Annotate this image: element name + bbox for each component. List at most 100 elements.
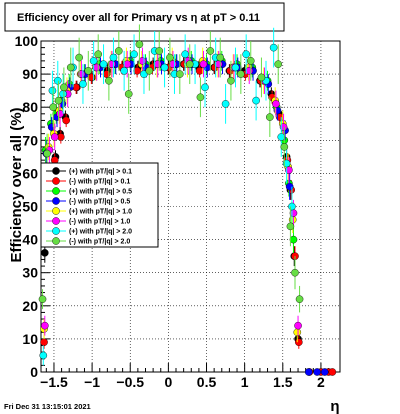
- chart-title: Efficiency over all for Primary vs η at …: [17, 12, 260, 24]
- data-point: [66, 63, 75, 72]
- data-point: [109, 53, 118, 62]
- data-point: [169, 60, 177, 68]
- data-point: [289, 235, 298, 244]
- y-tick-label: 80: [22, 99, 38, 115]
- data-point: [231, 63, 240, 72]
- data-point: [92, 63, 101, 72]
- data-point: [185, 60, 194, 68]
- data-point: [199, 60, 208, 68]
- data-point: [328, 368, 337, 376]
- x-tick-label: −1: [84, 374, 100, 390]
- data-point: [123, 60, 131, 68]
- data-point: [201, 83, 209, 92]
- data-point: [176, 70, 184, 78]
- data-point: [160, 63, 169, 72]
- x-tick-label: −0.5: [116, 374, 144, 390]
- data-point: [272, 100, 280, 108]
- data-point: [138, 57, 147, 65]
- data-point: [289, 209, 298, 217]
- data-point: [99, 60, 108, 68]
- y-tick-label: 90: [22, 66, 38, 82]
- legend-marker: [52, 177, 60, 185]
- y-tick-label: 60: [22, 165, 38, 181]
- legend-label: (+) with pT/|q| > 0.5: [69, 189, 132, 196]
- series-7: [39, 27, 296, 366]
- data-point: [269, 43, 278, 52]
- x-tick-label: 1: [241, 374, 249, 390]
- y-tick-label: 70: [22, 132, 38, 148]
- data-point: [291, 268, 299, 277]
- data-point: [288, 202, 296, 211]
- data-point: [252, 96, 260, 105]
- data-point: [153, 60, 162, 68]
- legend-label: (+) with pT/|q| > 2.0: [69, 229, 132, 236]
- data-point: [39, 351, 48, 360]
- y-tick-label: 50: [22, 199, 38, 215]
- series-4: [42, 54, 329, 376]
- data-point: [195, 66, 204, 75]
- legend-marker: [52, 187, 60, 195]
- data-point: [60, 83, 68, 92]
- timestamp: Fri Dec 31 13:15:01 2021: [4, 402, 91, 411]
- data-point: [59, 90, 67, 98]
- data-point: [48, 86, 57, 95]
- data-point: [53, 76, 62, 85]
- data-point: [166, 53, 174, 62]
- legend-marker: [52, 227, 60, 235]
- data-point: [105, 76, 113, 85]
- x-axis-title: η: [330, 398, 339, 414]
- data-point: [50, 133, 59, 141]
- data-point: [216, 53, 225, 62]
- data-point: [54, 96, 63, 105]
- data-point: [84, 66, 93, 75]
- data-point: [304, 368, 313, 376]
- data-point: [75, 53, 83, 62]
- legend-marker: [52, 217, 60, 225]
- y-axis-title: Efficiency over all (%): [8, 107, 25, 262]
- data-point: [227, 76, 235, 85]
- legend-marker: [52, 197, 60, 205]
- data-point: [115, 47, 123, 55]
- y-tick-labels: 0 10 20 30 40 50 60 70 80 90 100: [15, 33, 39, 380]
- data-point: [40, 338, 48, 347]
- data-point: [286, 222, 295, 231]
- data-point: [277, 133, 286, 141]
- legend-label: (-) with pT/|q| > 1.0: [69, 219, 130, 226]
- data-point: [293, 328, 302, 337]
- legend: (+) with pT/|q| > 0.1 (-) with pT/|q| > 0…: [40, 162, 159, 248]
- y-tick-label: 20: [22, 298, 38, 314]
- x-tick-label: 2: [317, 374, 325, 390]
- data-point: [295, 338, 303, 347]
- data-point: [41, 321, 49, 330]
- data-point: [124, 90, 133, 98]
- y-tick-label: 30: [22, 265, 38, 281]
- data-point: [155, 47, 164, 55]
- data-point: [181, 50, 189, 59]
- title-box: Efficiency over all for Primary vs η at …: [4, 2, 285, 32]
- data-point: [56, 110, 64, 118]
- data-point: [266, 113, 274, 121]
- legend-marker: [52, 167, 60, 175]
- data-point: [196, 93, 205, 102]
- data-point: [237, 70, 245, 78]
- data-point: [206, 47, 215, 55]
- data-point: [79, 80, 87, 88]
- legend-label: (+) with pT/|q| > 1.0: [69, 209, 132, 216]
- y-tick-label: 100: [15, 33, 39, 49]
- data-point: [133, 66, 141, 75]
- legend-marker: [52, 237, 60, 245]
- x-tick-label: 1.5: [273, 374, 293, 390]
- y-tick-label: 40: [22, 232, 38, 248]
- data-point: [108, 60, 116, 68]
- data-point: [280, 143, 289, 151]
- x-tick-label: 0.5: [197, 374, 217, 390]
- data-point: [43, 149, 51, 158]
- x-tick-labels: −1.5 −1 −0.5 0 0.5 1 1.5 2: [40, 374, 325, 390]
- data-point: [294, 321, 302, 330]
- data-point: [274, 60, 283, 68]
- series-8: [38, 24, 304, 313]
- data-point: [246, 57, 255, 65]
- data-point: [38, 295, 47, 303]
